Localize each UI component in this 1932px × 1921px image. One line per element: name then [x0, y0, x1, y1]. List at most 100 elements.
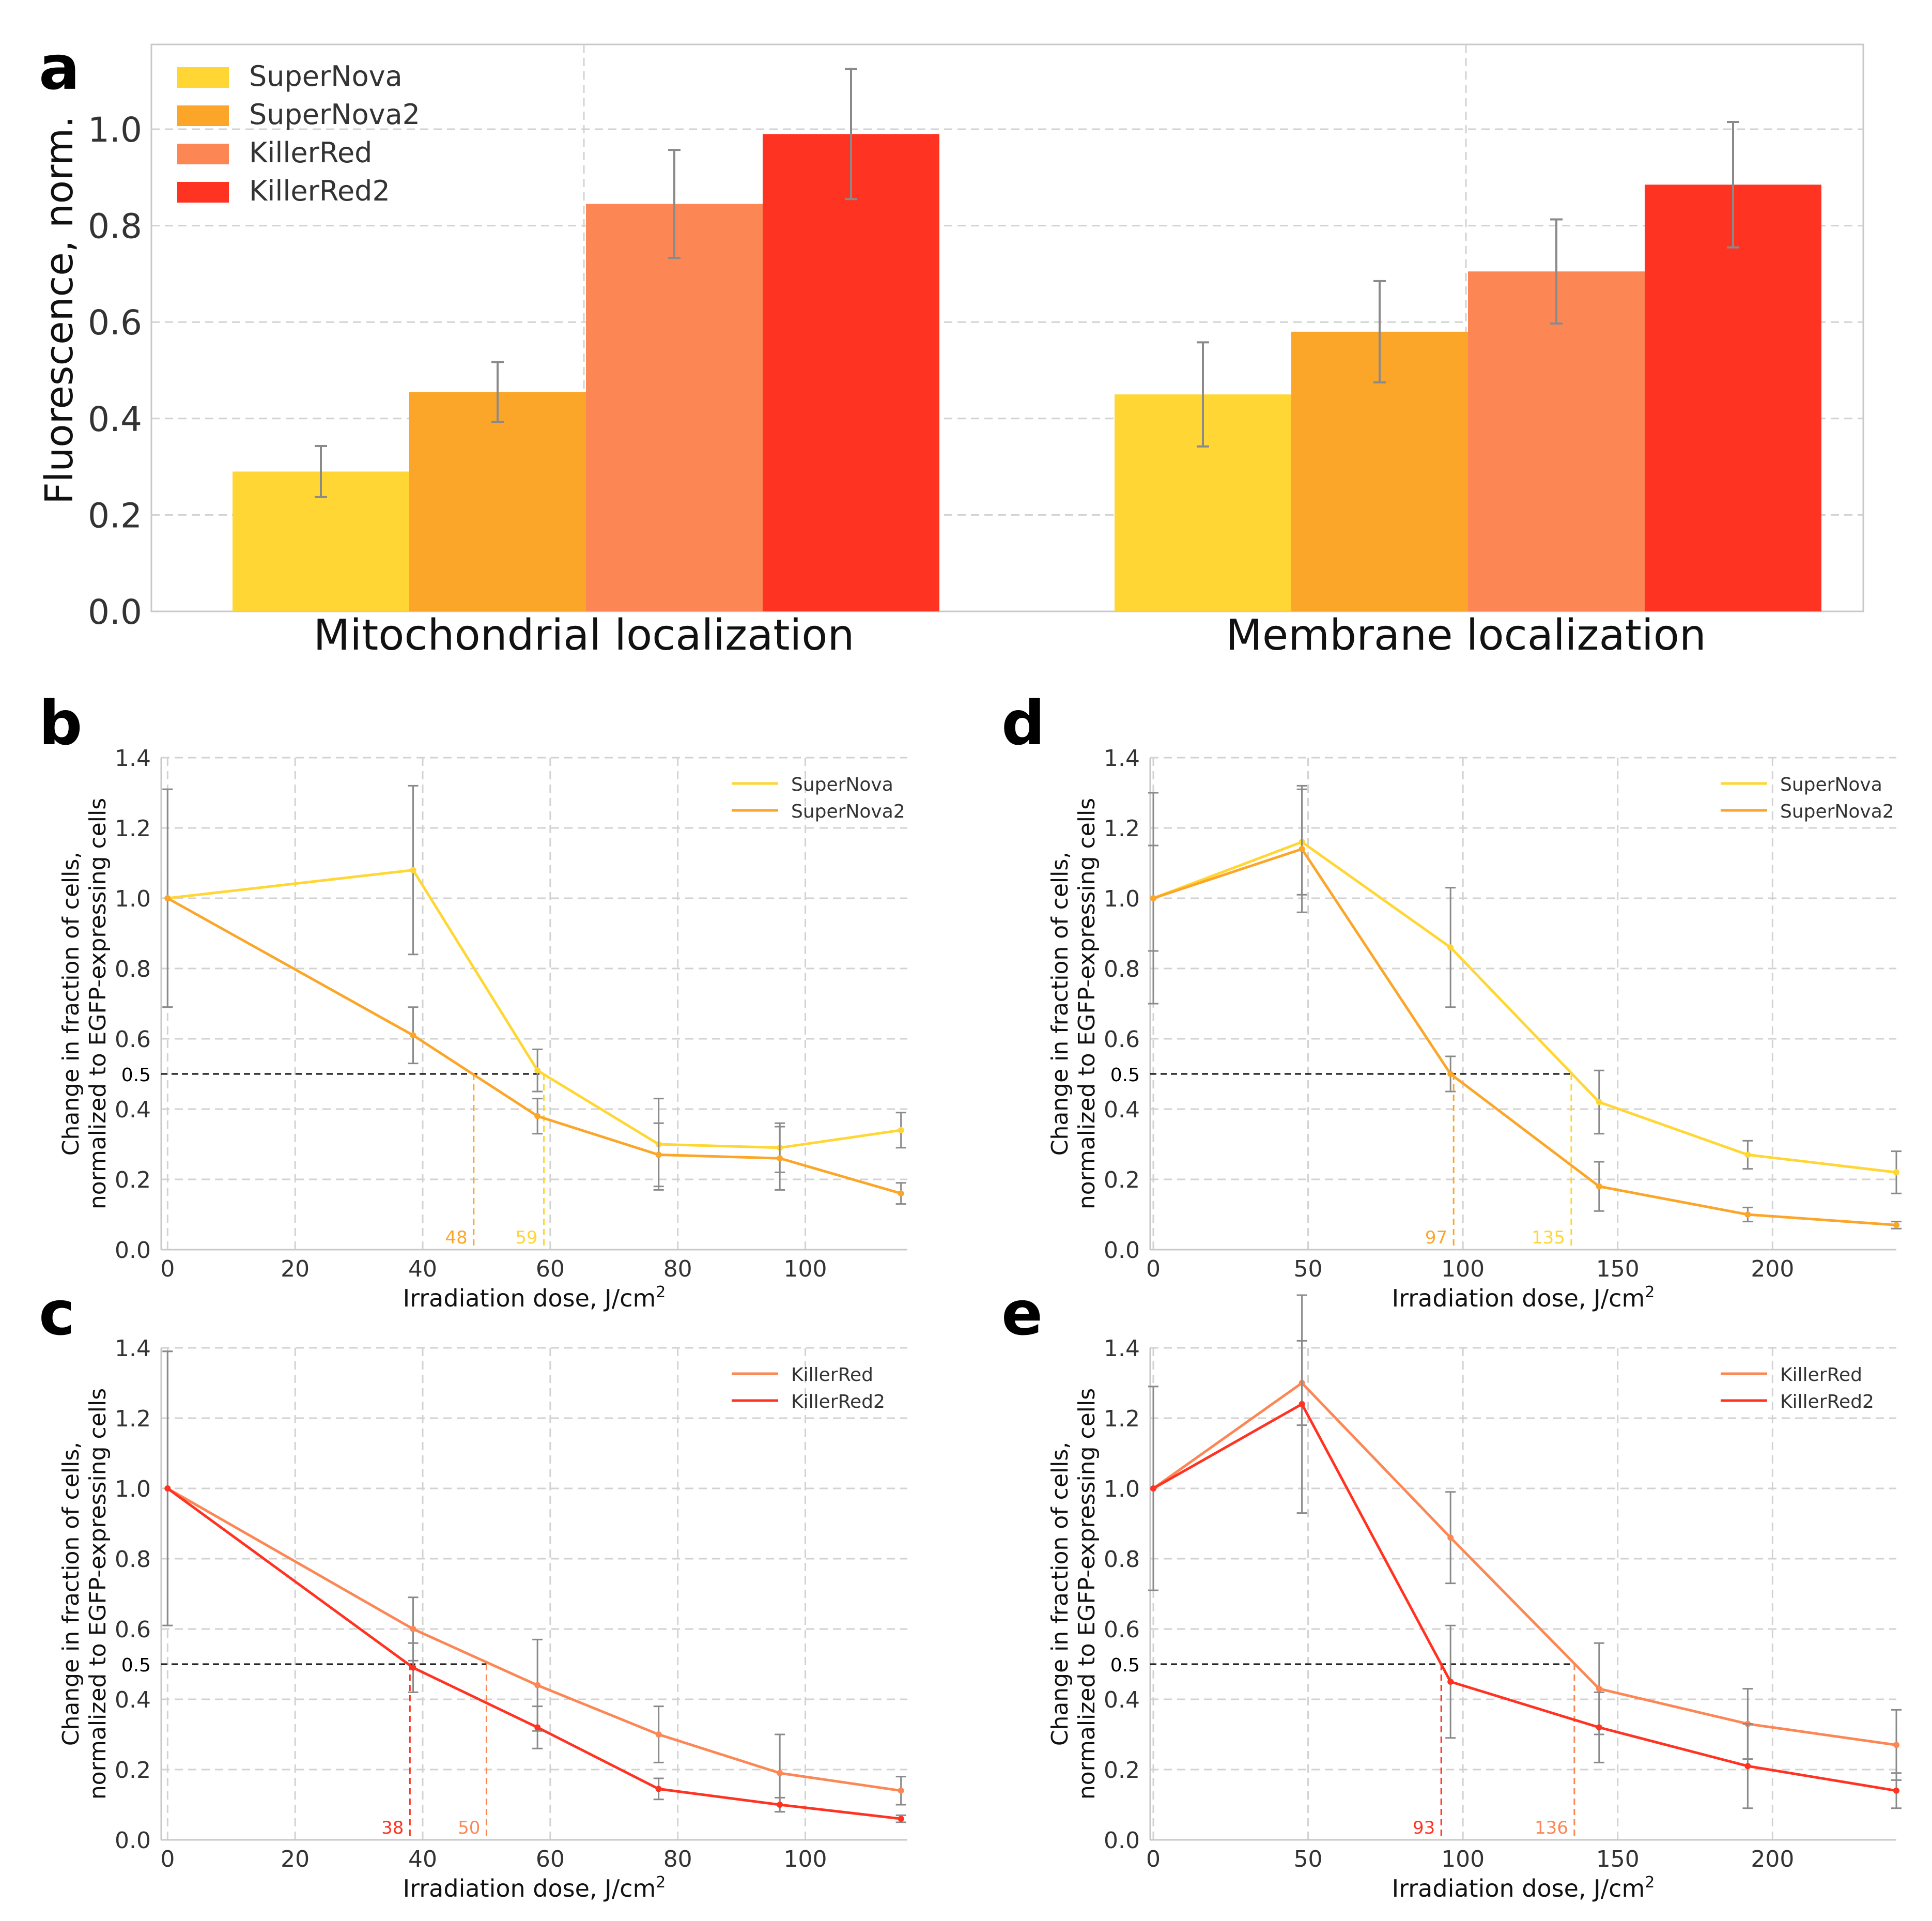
panel-letter-d: d: [1001, 687, 1045, 759]
y-tick-label: 0.0: [115, 1827, 151, 1854]
data-point-killerred: [898, 1787, 904, 1794]
ic50-label-supernova2: 97: [1425, 1227, 1447, 1248]
legend-label: KillerRed2: [249, 175, 390, 207]
x-tick-label: 60: [536, 1256, 565, 1282]
data-point-supernova2: [534, 1113, 541, 1119]
y-tick-label: 1.0: [115, 1476, 151, 1502]
y-tick-label: 0.8: [88, 207, 142, 247]
data-point-supernova: [1447, 944, 1454, 951]
data-point-killerred2: [1596, 1724, 1602, 1731]
data-point-supernova2: [777, 1155, 783, 1162]
series-line-killerred2: [1152, 1402, 1897, 1792]
x-tick-label: 0: [160, 1256, 175, 1282]
x-tick-label: 50: [1294, 1256, 1323, 1282]
ic50-label-killerred2: 38: [381, 1818, 404, 1838]
data-point-killerred: [655, 1731, 662, 1738]
panel-d: d 0.0 0.2 0.4 0.6 0.8 1.0 1.2 1.4 0 50 100 150 200 0.5…: [1001, 687, 1902, 1312]
y-tick-label: 0.6: [1104, 1026, 1140, 1053]
data-point-killerred2: [164, 1485, 171, 1492]
x-tick-label: 80: [663, 1846, 692, 1872]
legend-label: SuperNova: [1780, 774, 1882, 795]
y-axis-label-line2: normalized to EGFP-expressing cells: [1074, 798, 1100, 1209]
data-point-supernova2: [1299, 846, 1305, 852]
x-tick-label: 100: [1441, 1256, 1485, 1282]
x-tick-label: 20: [281, 1846, 310, 1872]
y-tick-label: 0.6: [1104, 1617, 1140, 1643]
y-tick-label: 0.2: [1104, 1757, 1140, 1784]
x-tick-label: 150: [1596, 1846, 1640, 1872]
legend-label: SuperNova2: [249, 98, 420, 131]
panel-c: c 0.0 0.2 0.4 0.6 0.8 1.0 1.2 1.4 0 20 40 60 80 100 0.5…: [39, 1278, 907, 1902]
data-point-killerred: [1596, 1685, 1602, 1692]
y-tick-label: 1.0: [1104, 886, 1140, 912]
data-point-killerred2: [1447, 1679, 1454, 1685]
half-level-label: 0.5: [121, 1655, 151, 1676]
y-tick-label: 0.8: [115, 1546, 151, 1573]
legend-label: KillerRed: [791, 1364, 873, 1386]
y-axis-label-line1: Change in fraction of cells,: [58, 852, 84, 1156]
x-tick-label: 0: [1146, 1256, 1161, 1282]
data-point-supernova: [410, 867, 416, 873]
plot-frame: [150, 43, 1864, 612]
data-point-killerred2: [1893, 1787, 1899, 1794]
legend-label: KillerRed: [249, 136, 372, 169]
y-tick-label: 1.2: [115, 816, 151, 842]
y-tick-label: 1.2: [1104, 816, 1140, 842]
x-axis-label: Irradiation dose, J/cm2: [1392, 1873, 1655, 1902]
x-tick-label: 60: [536, 1846, 565, 1872]
x-tick-label: 0: [1146, 1846, 1161, 1872]
data-point-supernova: [898, 1127, 904, 1133]
x-tick-label: 150: [1596, 1256, 1640, 1282]
x-axis-label: Irradiation dose, J/cm2: [1392, 1283, 1655, 1312]
legend-label: SuperNova2: [791, 801, 905, 822]
panel-letter-e: e: [1001, 1278, 1043, 1349]
ic50-label-killerred2: 93: [1413, 1818, 1435, 1838]
data-point-killerred: [777, 1770, 783, 1776]
series-line-killerred: [1152, 1381, 1897, 1746]
x-tick-label: 20: [281, 1256, 310, 1282]
data-point-supernova2: [1150, 895, 1156, 901]
y-tick-label: 0.8: [1104, 1546, 1140, 1573]
panel-b: b 0.0 0.2 0.4 0.6 0.8 1.0 1.2 1.4 0 20 40 60 80 100 0.5…: [39, 687, 907, 1312]
y-tick-label: 0.4: [1104, 1097, 1140, 1123]
data-point-killerred2: [534, 1724, 541, 1731]
data-point-killerred2: [410, 1664, 416, 1671]
panel-letter-c: c: [39, 1278, 75, 1349]
x-tick-label: 100: [784, 1846, 827, 1872]
ic50-label-supernova2: 48: [445, 1227, 467, 1248]
y-axis-label-line1: Change in fraction of cells,: [1047, 852, 1073, 1156]
y-tick-label: 0.4: [115, 1687, 151, 1713]
data-point-supernova2: [1447, 1071, 1454, 1077]
data-point-supernova: [534, 1067, 541, 1074]
y-tick-label: 0.2: [115, 1757, 151, 1784]
category-label: Membrane localization: [1226, 611, 1706, 660]
data-point-killerred: [1447, 1534, 1454, 1541]
data-point-killerred2: [898, 1816, 904, 1822]
y-tick-label: 0.4: [1104, 1687, 1140, 1713]
series-line-killerred: [167, 1487, 902, 1792]
ic50-label-killerred: 136: [1535, 1818, 1568, 1838]
legend-label: KillerRed2: [791, 1391, 885, 1412]
y-tick-label: 0.0: [1104, 1237, 1140, 1264]
panel-letter-b: b: [39, 687, 82, 759]
y-tick-label: 1.0: [115, 886, 151, 912]
x-axis-label-superscript: 2: [1645, 1873, 1655, 1892]
data-point-killerred2: [655, 1786, 662, 1792]
legend-label: SuperNova: [249, 60, 403, 93]
x-tick-label: 40: [408, 1256, 437, 1282]
x-axis-label: Irradiation dose, J/cm2: [403, 1283, 666, 1312]
x-tick-label: 200: [1751, 1256, 1794, 1282]
ic50-label-supernova: 59: [515, 1227, 537, 1248]
y-tick-label: 0.8: [115, 956, 151, 982]
half-level-label: 0.5: [121, 1065, 151, 1086]
bar-killerred2-membrane: [1645, 185, 1821, 611]
x-tick-label: 200: [1751, 1846, 1794, 1872]
y-tick-label: 1.4: [115, 745, 151, 772]
data-point-supernova: [1893, 1169, 1899, 1176]
x-axis-label-superscript: 2: [656, 1283, 666, 1301]
ic50-label-killerred: 50: [458, 1818, 480, 1838]
y-tick-label: 0.6: [115, 1026, 151, 1053]
x-tick-label: 40: [408, 1846, 437, 1872]
legend-label: SuperNova: [791, 774, 893, 795]
